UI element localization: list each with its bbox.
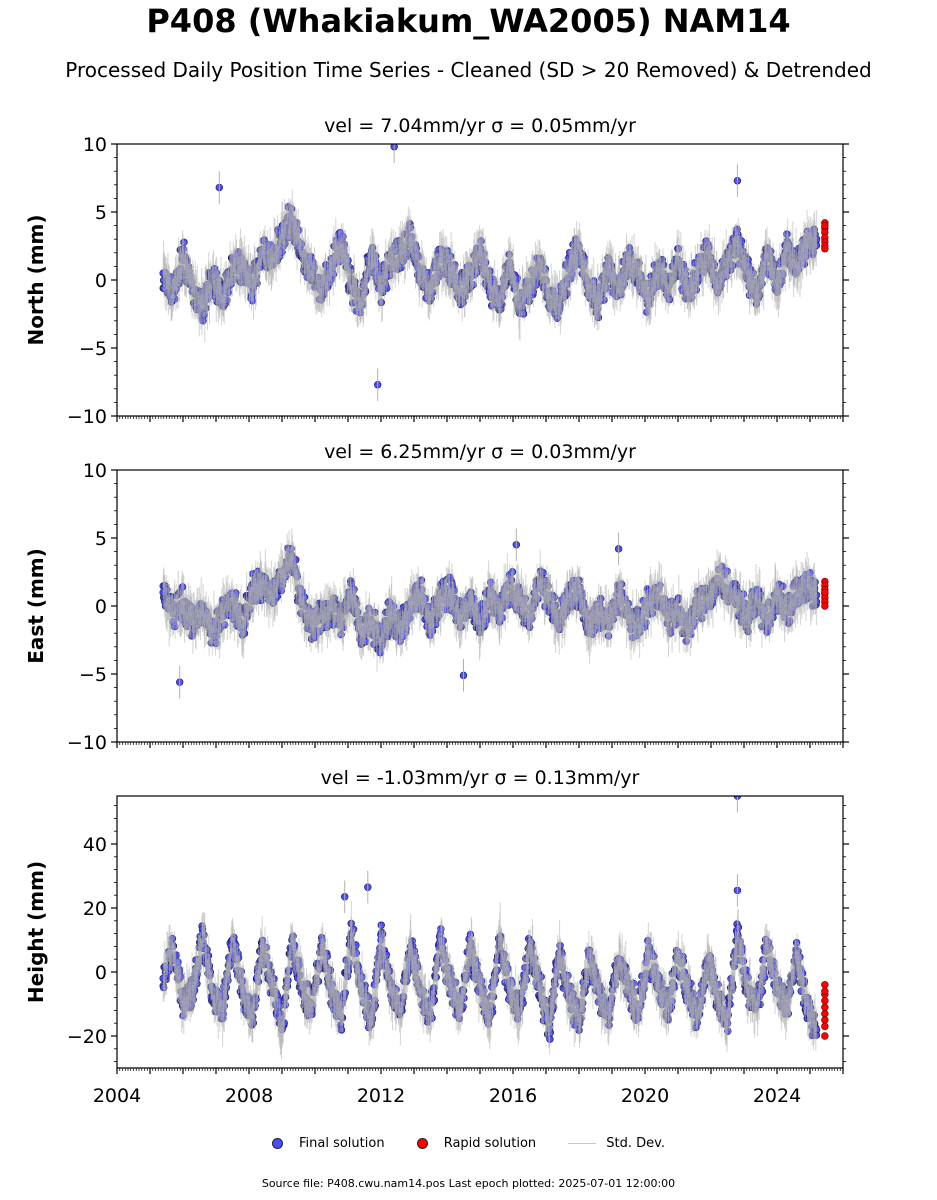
std-dev-bars-2 (162, 528, 818, 699)
y-axis-label-1: North (mm) (24, 214, 48, 345)
chart-subtitle: Processed Daily Position Time Series - C… (65, 58, 872, 82)
y-tick-label: −5 (79, 338, 107, 360)
rapid-solution-points-1 (821, 219, 829, 253)
std-dev-bars-1 (162, 144, 818, 402)
rapid-solution-point (821, 245, 829, 253)
y-tick-label: 5 (95, 202, 107, 224)
final-solution-point (180, 238, 188, 246)
y-tick-label: 0 (95, 270, 107, 292)
plot-area-2 (159, 528, 829, 699)
chart-title: P408 (Whakiakum_WA2005) NAM14 (146, 2, 791, 40)
y-tick-label: −10 (67, 406, 107, 428)
y-tick-label: 10 (83, 134, 107, 156)
panel-1: −10 −5 0 5 10 vel = 7.04mm/yr σ = 0.05mm/yr No… (24, 115, 849, 428)
panel-title-1: vel = 7.04mm/yr σ = 0.05mm/yr (324, 115, 636, 137)
plot-area-1 (159, 144, 829, 402)
rapid-solution-point (821, 221, 829, 230)
